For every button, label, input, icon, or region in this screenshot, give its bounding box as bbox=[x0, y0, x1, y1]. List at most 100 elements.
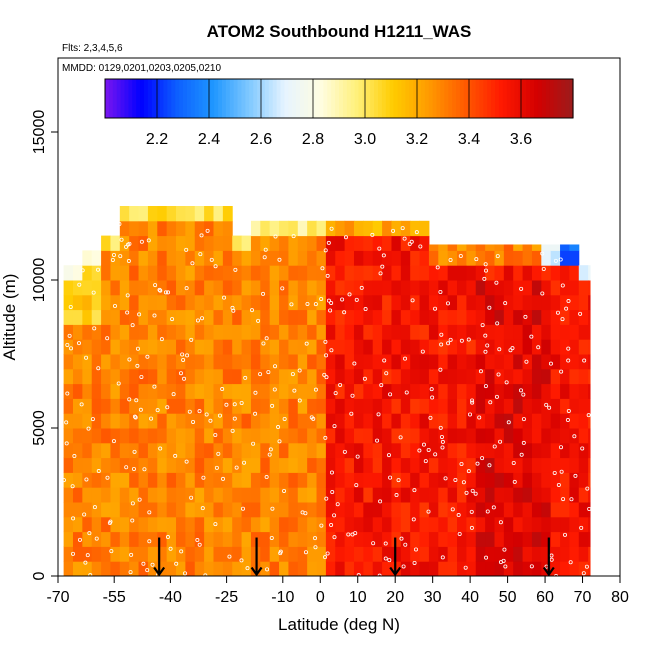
heatmap-cell bbox=[213, 368, 224, 385]
heatmap-cell bbox=[185, 398, 196, 414]
heatmap-cell bbox=[419, 309, 430, 325]
heatmap-cell bbox=[494, 413, 505, 429]
heatmap-cell bbox=[560, 457, 570, 473]
heatmap-cell bbox=[288, 324, 299, 340]
heatmap-cell bbox=[503, 442, 514, 459]
heatmap-cell bbox=[250, 472, 261, 488]
heatmap-cell bbox=[438, 442, 449, 459]
heatmap-cell bbox=[241, 516, 252, 533]
heatmap-cell bbox=[269, 442, 280, 459]
heatmap-cell bbox=[391, 324, 402, 340]
heatmap-cell bbox=[513, 561, 524, 577]
sample-point bbox=[90, 417, 95, 422]
sample-point bbox=[272, 387, 277, 392]
heatmap-cell bbox=[410, 502, 421, 518]
heatmap-cell bbox=[588, 280, 591, 296]
heatmap-cell bbox=[560, 561, 570, 577]
sample-point bbox=[568, 560, 573, 565]
heatmap-cell bbox=[344, 309, 355, 325]
colorbar-segment bbox=[218, 79, 223, 118]
heatmap-cell bbox=[110, 531, 121, 547]
sample-point bbox=[501, 558, 506, 563]
heatmap-cell bbox=[569, 324, 580, 340]
heatmap-cell bbox=[588, 546, 591, 562]
colorbar-segment bbox=[467, 79, 473, 118]
sample-point bbox=[332, 513, 337, 518]
heatmap-cell bbox=[550, 280, 561, 296]
heatmap-cell bbox=[82, 265, 93, 281]
heatmap-cell bbox=[129, 516, 140, 533]
colorbar-segment bbox=[526, 79, 531, 118]
colorbar-segment bbox=[116, 79, 122, 118]
heatmap-cell bbox=[475, 368, 486, 385]
heatmap-cell bbox=[410, 442, 421, 459]
heatmap-cell bbox=[157, 235, 168, 251]
heatmap-cell bbox=[485, 244, 495, 251]
heatmap-cell bbox=[250, 324, 261, 340]
heatmap-cell bbox=[185, 546, 196, 562]
colorbar-segment bbox=[229, 79, 235, 118]
colorbar-segment bbox=[186, 79, 192, 118]
heatmap-cell bbox=[241, 354, 252, 370]
heatmap-cell bbox=[382, 546, 392, 562]
heatmap-cell bbox=[531, 442, 542, 459]
heatmap-cell bbox=[344, 220, 355, 237]
heatmap-cell bbox=[382, 235, 392, 251]
heatmap-cell bbox=[475, 309, 486, 325]
heatmap-cell bbox=[419, 428, 430, 444]
sample-point bbox=[398, 435, 403, 440]
heatmap-cell bbox=[531, 368, 542, 385]
heatmap-cell bbox=[279, 265, 289, 281]
heatmap-cell bbox=[101, 324, 111, 340]
heatmap-cell bbox=[279, 472, 289, 488]
heatmap-cell bbox=[250, 220, 261, 237]
colorbar-segment bbox=[323, 79, 328, 118]
heatmap-cell bbox=[307, 235, 318, 251]
sample-point bbox=[440, 555, 445, 560]
heatmap-cell bbox=[503, 531, 514, 547]
heatmap-cell bbox=[475, 561, 486, 577]
heatmap-cell bbox=[391, 398, 402, 414]
heatmap-cell bbox=[382, 442, 392, 459]
heatmap-cell bbox=[457, 339, 467, 355]
sample-point bbox=[135, 346, 140, 351]
heatmap-cell bbox=[531, 472, 542, 488]
heatmap-cell bbox=[176, 250, 186, 266]
heatmap-cell bbox=[194, 265, 205, 281]
sample-point bbox=[556, 482, 561, 487]
sample-point bbox=[105, 475, 110, 480]
heatmap-cell bbox=[363, 354, 374, 370]
sample-point bbox=[404, 390, 409, 395]
sample-point bbox=[251, 441, 256, 446]
heatmap-cell bbox=[307, 442, 318, 459]
sample-point bbox=[119, 237, 124, 242]
sample-point bbox=[421, 442, 426, 447]
heatmap-cell bbox=[119, 398, 130, 414]
heatmap-cell bbox=[485, 546, 495, 562]
sample-point bbox=[512, 479, 517, 484]
heatmap-cell bbox=[279, 516, 289, 533]
heatmap-cell bbox=[588, 294, 591, 311]
heatmap-cell bbox=[176, 368, 186, 385]
heatmap-cell bbox=[494, 502, 505, 518]
heatmap-cell bbox=[475, 428, 486, 444]
heatmap-cell bbox=[222, 413, 233, 429]
heatmap-cell bbox=[157, 428, 168, 444]
sample-point bbox=[112, 304, 117, 309]
heatmap-cell bbox=[260, 368, 271, 385]
sample-point bbox=[521, 392, 526, 397]
heatmap-cell bbox=[522, 457, 533, 473]
heatmap-cell bbox=[513, 413, 524, 429]
colorbar-segment bbox=[440, 79, 445, 118]
sample-point bbox=[547, 405, 552, 410]
colorbar-segment bbox=[354, 79, 360, 118]
heatmap-cell bbox=[269, 502, 280, 518]
heatmap-cell bbox=[438, 546, 449, 562]
heatmap-cell bbox=[232, 561, 243, 577]
heatmap-cell bbox=[475, 502, 486, 518]
heatmap-cell bbox=[269, 413, 280, 429]
sample-point bbox=[111, 252, 116, 257]
heatmap-cell bbox=[204, 442, 214, 459]
heatmap-cell bbox=[531, 457, 542, 473]
heatmap-cell bbox=[260, 280, 271, 296]
